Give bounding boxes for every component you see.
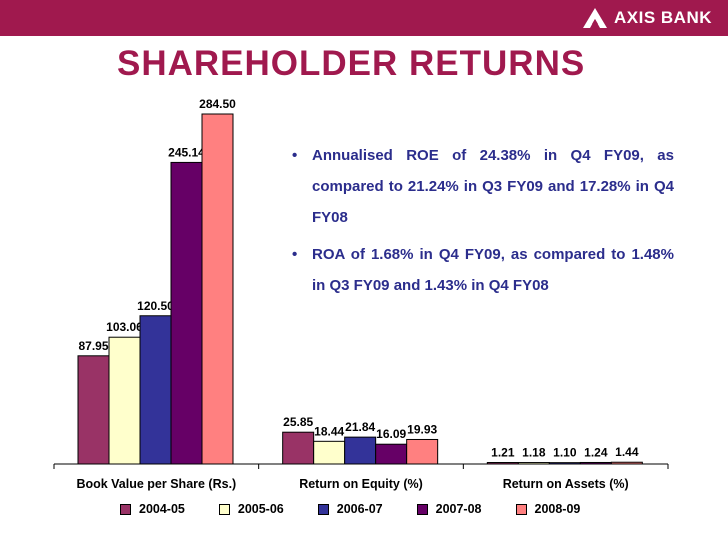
legend-item: 2004-05 (120, 502, 185, 516)
data-label: 1.21 (491, 446, 515, 460)
bar-2004-05-2 (486, 462, 519, 465)
data-label: 1.24 (584, 445, 608, 459)
bullet-marker: • (292, 147, 298, 164)
bar-2006-07-2 (548, 462, 581, 465)
commentary: • Annualised ROE of 24.38% in Q4 FY09, a… (292, 140, 674, 307)
data-label: 87.95 (78, 339, 108, 353)
bullet-roe: • Annualised ROE of 24.38% in Q4 FY09, a… (292, 140, 674, 233)
bar-2004-05-1 (282, 431, 315, 465)
data-label: 25.85 (283, 415, 313, 429)
chart-legend: 2004-05 2005-06 2006-07 2007-08 2008-09 (120, 501, 614, 517)
bar-2005-06-1 (313, 440, 346, 465)
legend-item: 2005-06 (218, 502, 284, 516)
axis-logo-icon (582, 8, 607, 28)
bullet-roa-text: ROA of 1.68% in Q4 FY09, as compared to … (312, 246, 674, 294)
bar-2006-07-0 (139, 315, 172, 465)
legend-label: 2007-08 (435, 502, 482, 516)
data-label: 245.14 (168, 145, 205, 159)
data-label: 1.18 (522, 446, 546, 460)
bullet-marker: • (292, 246, 298, 263)
data-label: 18.44 (314, 424, 344, 438)
data-label: 120.50 (137, 299, 174, 313)
data-label: 1.10 (553, 446, 577, 460)
bar-2005-06-0 (108, 336, 141, 465)
legend-item: 2007-08 (416, 502, 482, 516)
category-label: Return on Equity (%) (299, 477, 423, 491)
legend-item: 2008-09 (515, 502, 581, 516)
bar-2008-09-2 (610, 461, 643, 465)
legend-swatch (515, 503, 527, 515)
legend-label: 2004-05 (139, 502, 185, 516)
data-label: 19.93 (407, 422, 437, 436)
legend-swatch (120, 503, 131, 515)
bar-2007-08-0 (170, 161, 203, 465)
bullet-roa: • ROA of 1.68% in Q4 FY09, as compared t… (292, 239, 674, 301)
data-label: 103.06 (106, 320, 143, 334)
header-bar: AXIS BANK (0, 0, 728, 36)
data-label: 1.44 (615, 445, 639, 459)
page-title: SHAREHOLDER RETURNS (117, 44, 586, 83)
legend-label: 2006-07 (336, 502, 383, 516)
bar-2005-06-2 (517, 462, 550, 465)
bar-2004-05-0 (77, 355, 110, 465)
legend-label: 2005-06 (237, 502, 284, 516)
bullet-roe-text: Annualised ROE of 24.38% in Q4 FY09, as … (312, 147, 674, 226)
bar-2008-09-0 (201, 113, 234, 465)
data-label: 284.50 (199, 97, 236, 111)
category-label: Return on Assets (%) (503, 477, 629, 491)
axis-bank-logo: AXIS BANK (582, 3, 712, 33)
category-label: Book Value per Share (Rs.) (76, 477, 236, 491)
legend-swatch (317, 503, 329, 515)
bar-2008-09-1 (406, 438, 439, 465)
legend-label: 2008-09 (534, 502, 581, 516)
data-label: 21.84 (345, 420, 375, 434)
data-label: 16.09 (376, 427, 406, 441)
bar-2007-08-1 (375, 443, 408, 465)
bar-2006-07-1 (344, 436, 377, 465)
legend-swatch (416, 503, 428, 515)
legend-swatch (218, 503, 230, 515)
bar-2007-08-2 (579, 461, 612, 465)
logo-text: AXIS BANK (613, 8, 712, 27)
legend-item: 2006-07 (317, 502, 383, 516)
